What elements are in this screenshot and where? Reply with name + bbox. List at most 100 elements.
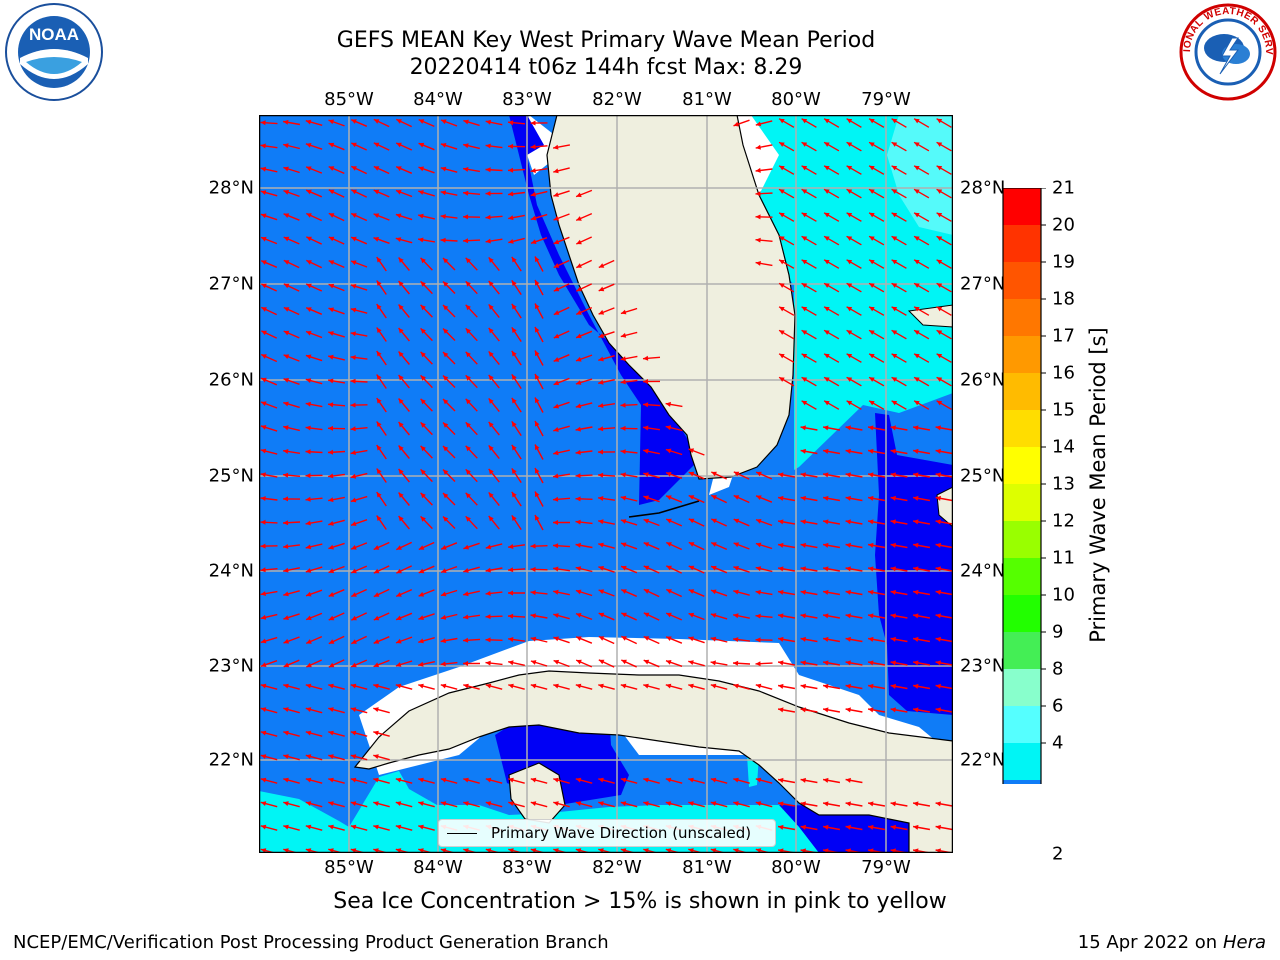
wave-direction-arrowhead — [283, 638, 290, 644]
wave-direction-arrowhead — [351, 545, 357, 550]
colorbar-label: 4 — [1052, 732, 1064, 754]
wave-direction-arrowhead — [260, 730, 267, 736]
wave-direction-arrowhead — [440, 143, 447, 148]
wave-direction-arrowhead — [666, 589, 672, 594]
wave-direction-arrowhead — [823, 425, 829, 431]
wave-direction-arrowhead — [283, 283, 290, 289]
wave-direction-arrowhead — [869, 377, 875, 382]
colorbar-swatch — [1003, 484, 1041, 521]
wave-direction-arrowhead — [305, 568, 312, 573]
wave-direction-arrowhead — [553, 613, 559, 618]
wave-direction-arrowhead — [420, 328, 426, 334]
wave-direction-arrowhead — [711, 471, 717, 477]
wave-direction-arrowhead — [891, 377, 898, 382]
wave-direction-arrowhead — [535, 468, 540, 474]
wave-direction-arrowhead — [350, 824, 357, 830]
wave-direction-arrowhead — [306, 260, 312, 265]
wave-direction-arrowhead — [890, 801, 896, 807]
wave-direction-arrowhead — [465, 422, 471, 428]
wave-direction-arrowhead — [463, 119, 469, 125]
wave-direction-arrowhead — [553, 403, 559, 409]
colorbar-label: 6 — [1052, 695, 1064, 717]
wave-direction-arrowhead — [485, 660, 491, 666]
wave-direction-arrowhead — [576, 636, 582, 641]
wave-direction-arrowhead — [688, 495, 695, 500]
wave-direction-arrowhead — [755, 261, 761, 266]
wave-direction-arrowhead — [283, 707, 289, 712]
wave-direction-arrowhead — [823, 824, 829, 830]
wave-direction-arrowhead — [779, 142, 785, 147]
wave-direction-arrowhead — [440, 214, 446, 219]
wave-direction-arrowhead — [913, 566, 919, 572]
wave-direction-arrowhead — [261, 401, 267, 407]
wave-direction-arrowhead — [733, 121, 739, 127]
wave-direction-arrowhead — [373, 639, 380, 644]
wave-direction-arrowhead — [621, 636, 627, 641]
wave-direction-arrowhead — [869, 283, 875, 288]
colorbar-label: 16 — [1052, 362, 1075, 384]
wave-direction-arrowhead — [755, 191, 761, 197]
wave-direction-arrowhead — [779, 283, 785, 288]
wave-direction-arrowhead — [420, 422, 426, 428]
wave-direction-arrowhead — [598, 659, 605, 665]
wave-direction-arrowhead — [778, 566, 784, 572]
wave-direction-arrowhead — [260, 591, 266, 596]
wave-direction-arrowhead — [935, 495, 941, 501]
wave-direction-arrowhead — [711, 495, 717, 500]
wave-direction-arrowhead — [620, 683, 627, 689]
wave-direction-arrowhead — [283, 472, 289, 478]
wave-direction-arrowhead — [800, 824, 806, 830]
wave-direction-arrowhead — [440, 683, 447, 689]
wave-direction-arrowhead — [350, 730, 357, 736]
wave-direction-arrowhead — [890, 566, 896, 572]
wave-direction-arrowhead — [643, 425, 649, 431]
wave-direction-arrowhead — [643, 448, 649, 454]
wave-direction-arrowhead — [398, 492, 404, 498]
wave-direction-arrowhead — [373, 754, 379, 759]
wave-direction-arrowhead — [283, 260, 290, 265]
wave-direction-arrowhead — [485, 191, 491, 196]
wave-direction-arrowhead — [305, 801, 312, 806]
wave-direction-arrowhead — [465, 281, 471, 287]
wave-direction-arrowhead — [914, 377, 920, 382]
right-lat-tick: 23°N — [960, 655, 1006, 677]
wave-direction-arrowhead — [665, 683, 672, 689]
wave-direction-arrowhead — [420, 492, 426, 499]
wave-direction-arrowhead — [485, 567, 491, 573]
right-lat-tick: 28°N — [960, 177, 1006, 199]
wave-direction-arrowhead — [440, 801, 447, 806]
wave-direction-arrowhead — [511, 444, 517, 451]
wave-direction-arrowhead — [530, 144, 536, 150]
colorbar-label: 11 — [1052, 547, 1075, 569]
wave-direction-arrowhead — [328, 354, 334, 360]
wave-direction-arrowhead — [283, 754, 289, 759]
wave-direction-arrowhead — [508, 683, 514, 689]
wave-direction-arrowhead — [260, 543, 266, 549]
wave-direction-arrowhead — [373, 707, 379, 712]
wave-direction-arrowhead — [845, 472, 851, 478]
wave-direction-arrowhead — [755, 542, 762, 548]
bottom-lon-tick: 85°W — [324, 857, 374, 878]
wave-direction-arrowhead — [283, 662, 290, 668]
wave-direction-arrowhead — [868, 448, 874, 454]
legend-label: Primary Wave Direction (unscaled) — [491, 824, 752, 842]
wave-direction-arrowhead — [890, 472, 896, 478]
wave-direction-arrowhead — [508, 801, 514, 806]
wave-direction-arrowhead — [530, 566, 536, 572]
wave-direction-arrowhead — [755, 613, 761, 619]
wave-direction-arrowhead — [350, 331, 356, 337]
wave-direction-arrowhead — [418, 568, 425, 574]
wave-direction-arrowhead — [869, 142, 875, 147]
wave-direction-arrowhead — [396, 615, 402, 621]
wave-direction-arrowhead — [688, 636, 694, 642]
wave-direction-arrowhead — [914, 189, 920, 194]
wave-direction-arrowhead — [620, 495, 627, 501]
wave-direction-arrowhead — [755, 589, 761, 595]
wave-direction-arrowhead — [890, 589, 896, 595]
wave-direction-arrowhead — [688, 801, 694, 806]
footer-host: Hera — [1222, 932, 1266, 953]
wave-direction-arrowhead — [598, 683, 604, 689]
wave-direction-arrowhead — [463, 801, 469, 806]
colorbar-label: 13 — [1052, 473, 1075, 495]
wave-direction-arrowhead — [305, 520, 311, 526]
